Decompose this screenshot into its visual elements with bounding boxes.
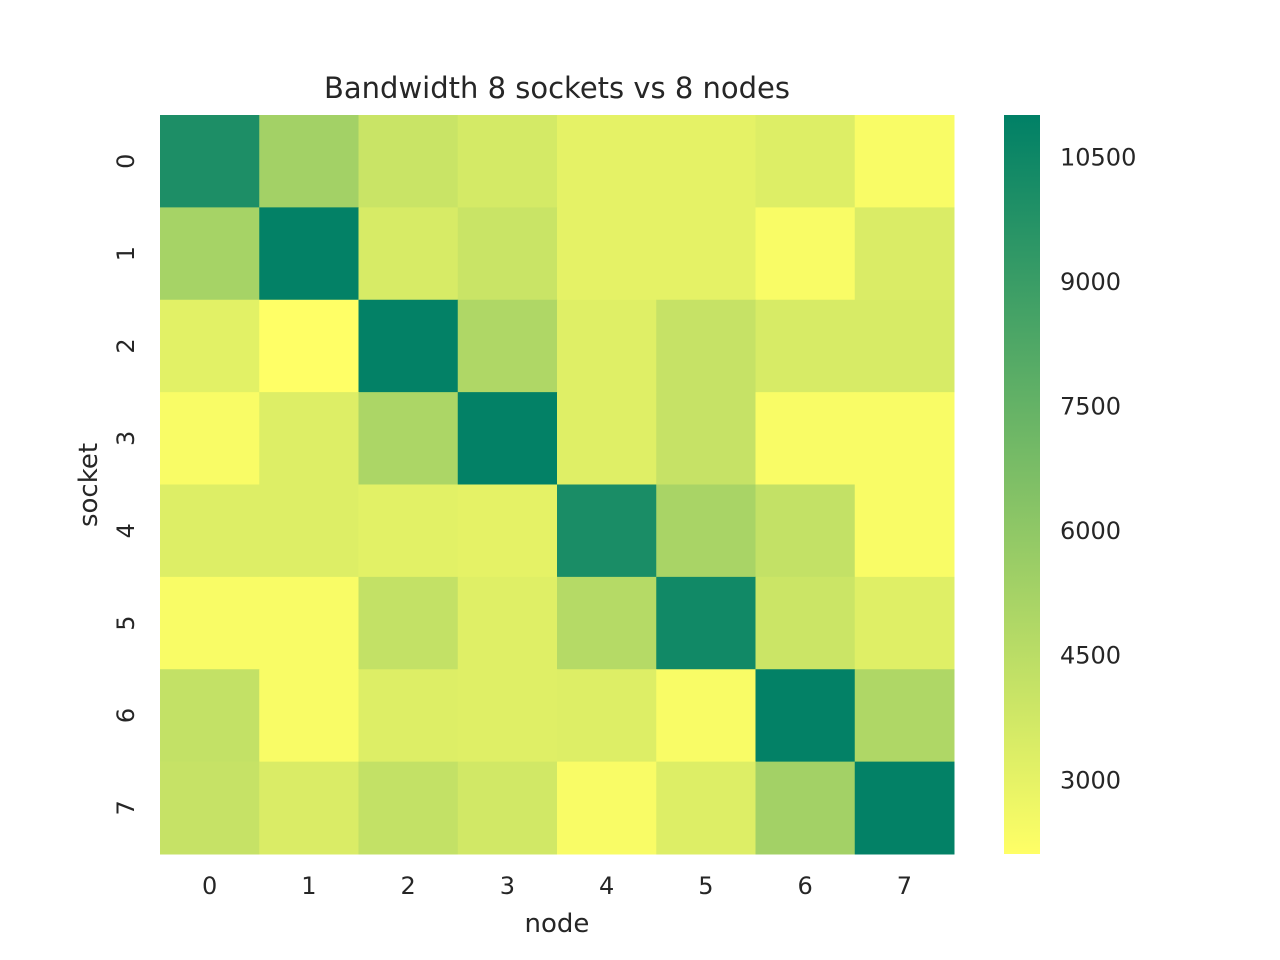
heatmap-cell — [259, 115, 359, 208]
y-tick-label: 3 — [112, 431, 140, 446]
heatmap-cell — [358, 115, 459, 208]
y-tick-label: 2 — [112, 338, 140, 353]
colorbar-tick-label: 6000 — [1060, 517, 1121, 545]
heatmap-cell — [259, 207, 359, 301]
y-axis-label: socket — [74, 443, 104, 527]
heatmap-cell — [358, 761, 459, 855]
heatmap-cell — [259, 669, 359, 763]
heatmap-cell — [854, 484, 955, 578]
heatmap-cell — [656, 669, 756, 763]
heatmap-cell — [457, 115, 558, 208]
heatmap-cell — [557, 576, 657, 670]
heatmap-cell — [854, 669, 955, 763]
x-tick-label: 5 — [698, 872, 713, 900]
heatmap-cell — [160, 484, 260, 578]
heatmap-cell — [160, 392, 260, 485]
heatmap-cell — [656, 576, 756, 670]
heatmap-cell — [656, 392, 756, 485]
heatmap-cell — [457, 484, 558, 578]
heatmap-cell — [457, 207, 558, 301]
heatmap-cell — [557, 299, 657, 393]
heatmap-cell — [259, 392, 359, 485]
heatmap-cell — [358, 299, 459, 393]
y-tick-label: 6 — [112, 708, 140, 723]
heatmap-cell — [854, 392, 955, 485]
heatmap-cell — [358, 669, 459, 763]
heatmap-cell — [259, 299, 359, 393]
x-tick-label: 0 — [202, 872, 217, 900]
heatmap-cell — [755, 207, 856, 301]
heatmap-cell — [755, 299, 856, 393]
heatmap-cells — [160, 115, 955, 855]
heatmap-cell — [755, 761, 856, 855]
y-tick-label: 5 — [112, 615, 140, 630]
heatmap-cell — [259, 484, 359, 578]
heatmap-cell — [358, 207, 459, 301]
heatmap-cell — [358, 576, 459, 670]
x-axis-label: node — [525, 909, 590, 939]
heatmap-cell — [457, 761, 558, 855]
colorbar-tick-label: 10500 — [1060, 144, 1136, 172]
colorbar-tick-label: 9000 — [1060, 268, 1121, 296]
y-tick-label: 7 — [112, 800, 140, 815]
heatmap-cell — [755, 669, 856, 763]
heatmap-cell — [854, 299, 955, 393]
colorbar-tick-label: 3000 — [1060, 766, 1121, 794]
heatmap-cell — [557, 761, 657, 855]
x-tick-label: 6 — [797, 872, 812, 900]
heatmap-cell — [656, 299, 756, 393]
heatmap-cell — [457, 299, 558, 393]
heatmap-cell — [160, 299, 260, 393]
heatmap-cell — [854, 761, 955, 855]
heatmap-cell — [755, 115, 856, 208]
heatmap-cell — [854, 115, 955, 208]
heatmap-cell — [755, 392, 856, 485]
heatmap-cell — [160, 207, 260, 301]
heatmap-cell — [854, 576, 955, 670]
heatmap-cell — [557, 392, 657, 485]
heatmap-cell — [259, 761, 359, 855]
heatmap-cell — [854, 207, 955, 301]
heatmap-cell — [259, 576, 359, 670]
heatmap-cell — [358, 392, 459, 485]
x-tick-label: 4 — [599, 872, 614, 900]
x-tick-label: 1 — [301, 872, 316, 900]
x-tick-label: 7 — [897, 872, 912, 900]
colorbar-tick-label: 7500 — [1060, 393, 1121, 421]
heatmap-cell — [358, 484, 459, 578]
x-tick-label: 2 — [400, 872, 415, 900]
heatmap-cell — [457, 392, 558, 485]
heatmap-cell — [557, 484, 657, 578]
y-tick-label: 4 — [112, 523, 140, 538]
heatmap-cell — [656, 207, 756, 301]
chart-title: Bandwidth 8 sockets vs 8 nodes — [324, 71, 790, 105]
heatmap-cell — [557, 115, 657, 208]
colorbar-tick-labels: 3000 4500 6000 7500 9000 10500 — [1060, 144, 1136, 795]
heatmap-cell — [557, 207, 657, 301]
y-tick-label: 1 — [112, 246, 140, 261]
x-tick-label: 3 — [500, 872, 515, 900]
heatmap-cell — [557, 669, 657, 763]
y-tick-label: 0 — [112, 154, 140, 169]
heatmap-cell — [160, 115, 260, 208]
heatmap-cell — [755, 576, 856, 670]
heatmap-cell — [160, 669, 260, 763]
colorbar-tick-label: 4500 — [1060, 642, 1121, 670]
heatmap-cell — [656, 761, 756, 855]
heatmap-cell — [656, 115, 756, 208]
heatmap-cell — [457, 576, 558, 670]
heatmap-cell — [457, 669, 558, 763]
heatmap-cell — [160, 576, 260, 670]
heatmap-cell — [656, 484, 756, 578]
colorbar — [1004, 115, 1040, 854]
heatmap-cell — [160, 761, 260, 855]
y-tick-labels: 0 1 2 3 4 5 6 7 — [112, 154, 140, 816]
heatmap-cell — [755, 484, 856, 578]
x-tick-labels: 0 1 2 3 4 5 6 7 — [202, 872, 912, 900]
